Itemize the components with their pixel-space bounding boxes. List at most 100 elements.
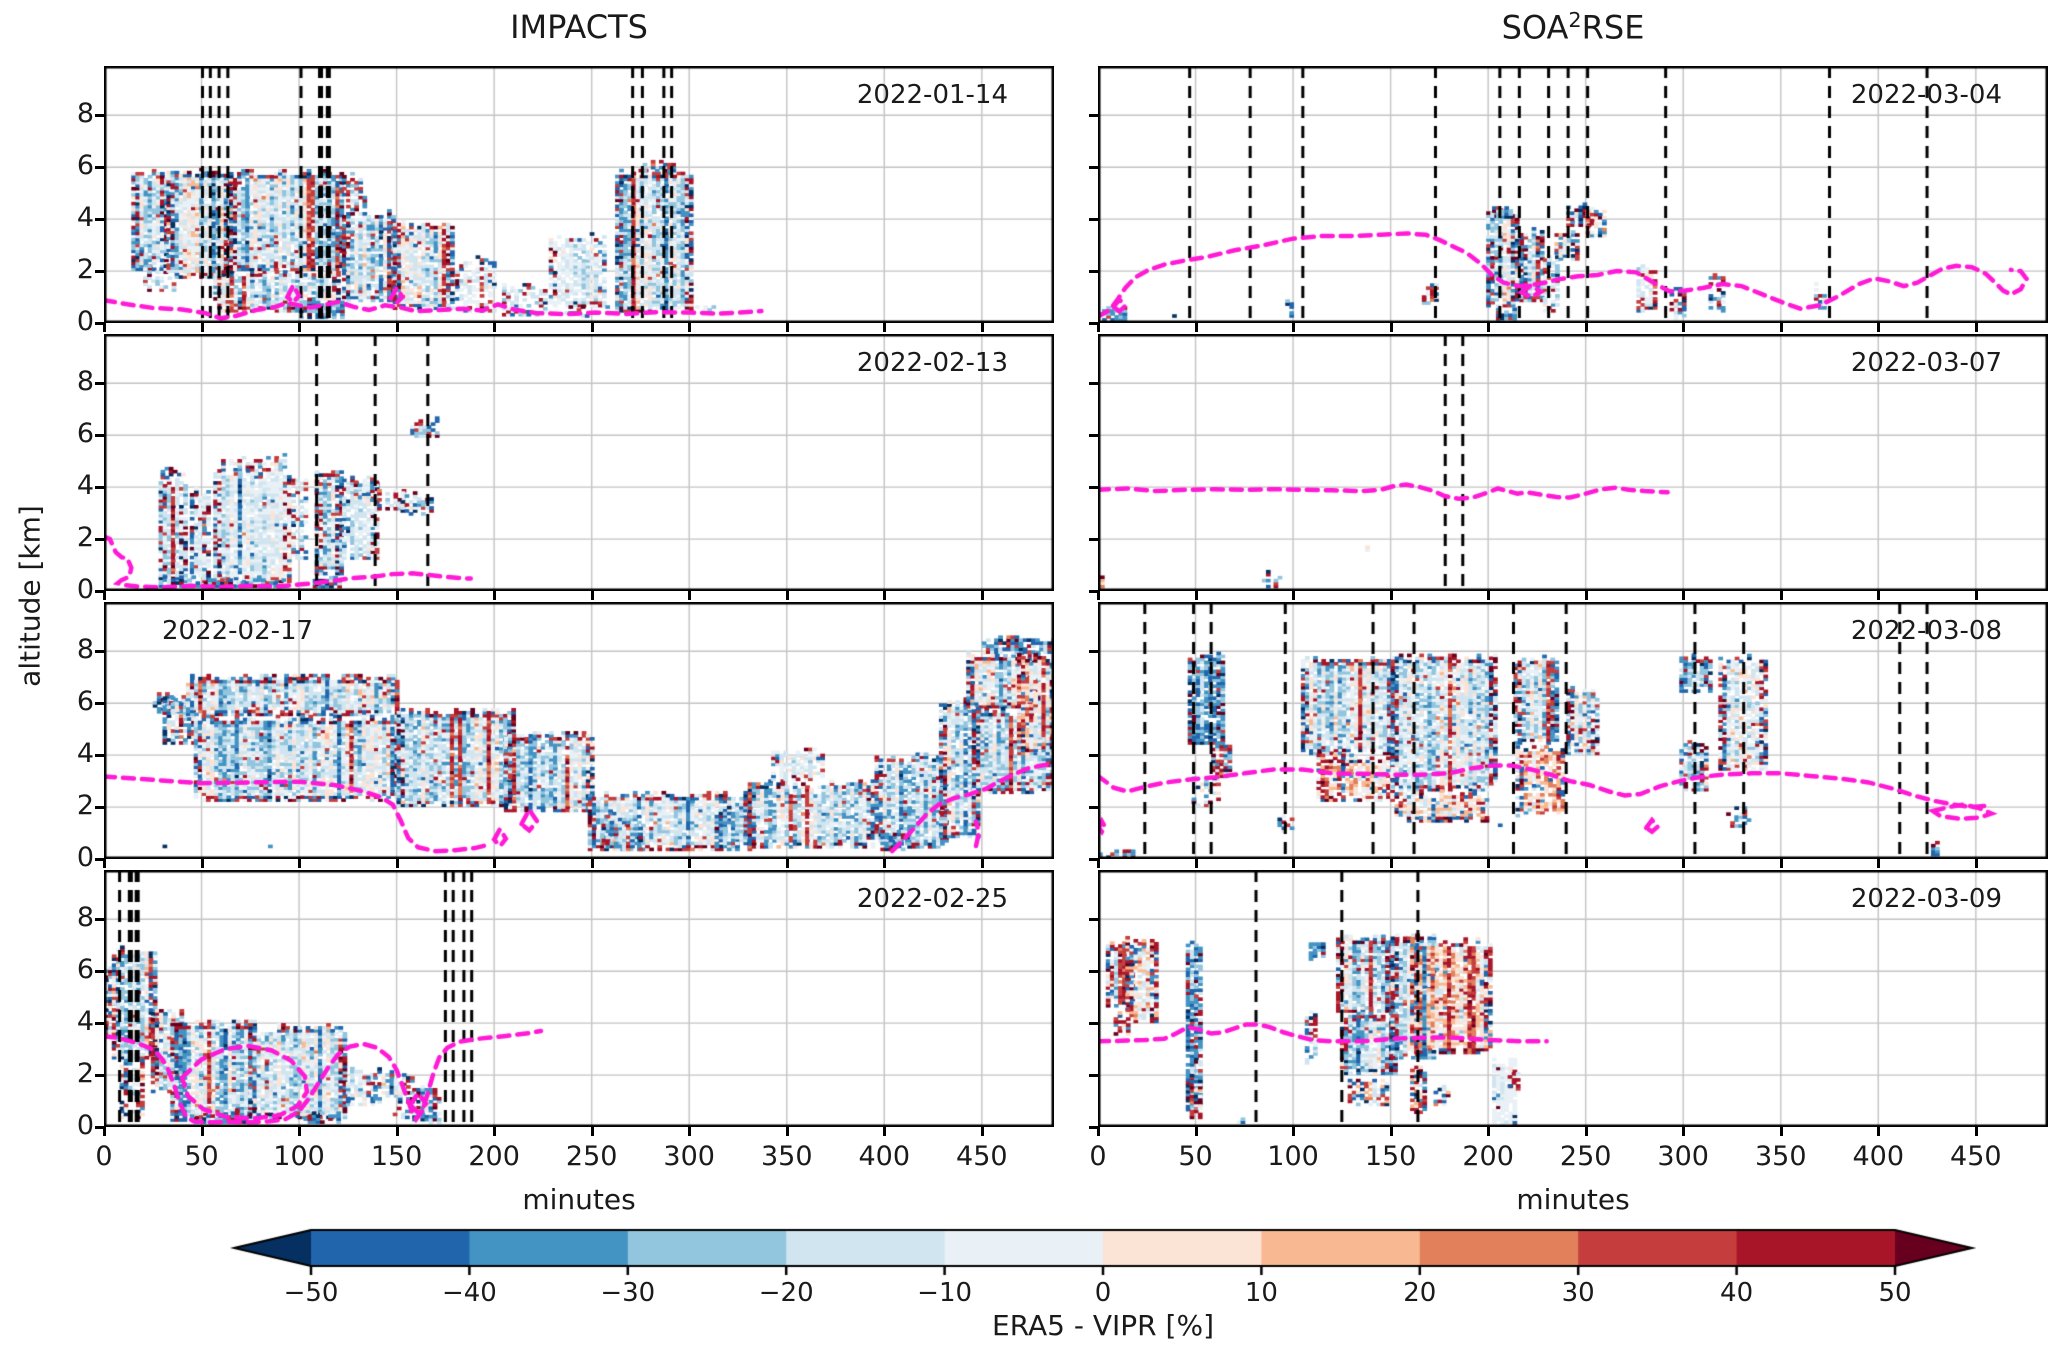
- y-tick-mark: [1089, 970, 1098, 974]
- colorbar-tick-label: −50: [283, 1278, 339, 1308]
- x-tick-mark: [493, 1127, 497, 1136]
- y-tick-mark: [1089, 1126, 1098, 1129]
- x-tick-mark: [1974, 1127, 1978, 1136]
- y-tick-mark: [95, 434, 104, 438]
- x-tick-mark: [395, 1127, 399, 1136]
- colorbar-tick-label: 0: [1094, 1278, 1112, 1308]
- x-tick-mark: [1584, 323, 1588, 332]
- y-tick-mark: [95, 970, 104, 974]
- x-tick-mark: [200, 1127, 204, 1136]
- panel-soa2rse-2022-03-08: 2022-03-08: [1098, 602, 2048, 859]
- x-tick-label: 450: [956, 1141, 1008, 1172]
- y-tick-mark: [1089, 918, 1098, 922]
- x-tick-label: 400: [858, 1141, 911, 1172]
- y-tick-mark: [1089, 590, 1098, 593]
- x-tick-mark: [1682, 591, 1686, 600]
- y-tick-label: 4: [76, 470, 94, 502]
- date-label: 2022-01-14: [856, 80, 1008, 110]
- y-tick-label: 0: [76, 574, 94, 605]
- heatmap-canvas-2022-03-04: [1098, 66, 2048, 323]
- y-tick-mark: [95, 270, 104, 274]
- y-tick-mark: [95, 486, 104, 490]
- x-tick-mark: [688, 1127, 692, 1136]
- x-tick-mark: [785, 859, 789, 868]
- x-tick-mark: [1584, 859, 1588, 868]
- y-tick-mark: [1089, 806, 1098, 810]
- x-tick-mark: [688, 323, 692, 332]
- panel-impacts-2022-01-14: 2022-01-14: [104, 66, 1054, 323]
- y-tick-mark: [1089, 114, 1098, 118]
- x-tick-mark: [1194, 323, 1198, 332]
- y-tick-mark: [95, 382, 104, 386]
- x-tick-mark: [1097, 323, 1100, 332]
- x-tick-mark: [883, 323, 887, 332]
- x-tick-mark: [1779, 323, 1783, 332]
- x-tick-mark: [980, 591, 984, 600]
- x-tick-mark: [395, 859, 399, 868]
- x-tick-mark: [785, 323, 789, 332]
- x-tick-label: 250: [565, 1141, 618, 1172]
- column-title-soa2rse: SOA2RSE: [1098, 8, 2048, 47]
- colorbar-tick-label: −10: [917, 1278, 973, 1308]
- x-tick-label: 150: [370, 1141, 423, 1172]
- x-tick-mark: [785, 591, 789, 600]
- y-tick-mark: [1089, 486, 1098, 490]
- x-tick-mark: [1487, 859, 1491, 868]
- panel-soa2rse-2022-03-04: 2022-03-04: [1098, 66, 2048, 323]
- x-tick-mark: [103, 1127, 106, 1136]
- heatmap-canvas-2022-01-14: [104, 66, 1054, 323]
- x-tick-mark: [980, 1127, 984, 1136]
- y-tick-mark: [1089, 382, 1098, 386]
- x-tick-mark: [1584, 591, 1588, 600]
- panel-impacts-2022-02-25: 2022-02-25: [104, 870, 1054, 1127]
- y-tick-mark: [1089, 218, 1098, 222]
- x-tick-mark: [590, 1127, 594, 1136]
- x-tick-mark: [688, 591, 692, 600]
- x-tick-mark: [298, 1127, 302, 1136]
- x-tick-mark: [1292, 591, 1296, 600]
- x-tick-mark: [1877, 323, 1881, 332]
- x-tick-mark: [1389, 1127, 1393, 1136]
- y-tick-label: 2: [76, 790, 94, 822]
- x-tick-mark: [1877, 859, 1881, 868]
- y-tick-mark: [95, 858, 104, 861]
- y-tick-label: 4: [76, 738, 94, 770]
- x-tick-label: 450: [1950, 1141, 2002, 1172]
- y-tick-label: 2: [76, 522, 94, 554]
- x-tick-mark: [1487, 591, 1491, 600]
- y-tick-mark: [95, 754, 104, 758]
- x-tick-mark: [1779, 1127, 1783, 1136]
- x-tick-mark: [1682, 323, 1686, 332]
- title-soa-prefix: SOA: [1501, 8, 1569, 47]
- y-tick-mark: [1089, 1074, 1098, 1078]
- x-tick-mark: [1487, 1127, 1491, 1136]
- x-tick-mark: [883, 591, 887, 600]
- x-tick-mark: [103, 591, 106, 600]
- y-tick-mark: [1089, 322, 1098, 325]
- y-tick-mark: [1089, 650, 1098, 654]
- y-tick-mark: [95, 650, 104, 654]
- heatmap-canvas-2022-03-07: [1098, 334, 2048, 591]
- x-tick-mark: [103, 859, 106, 868]
- x-tick-mark: [1194, 591, 1198, 600]
- y-tick-mark: [95, 1126, 104, 1129]
- x-tick-label: 0: [1089, 1141, 1107, 1172]
- y-tick-mark: [95, 590, 104, 593]
- colorbar-tick-label: −20: [758, 1278, 814, 1308]
- y-tick-mark: [95, 114, 104, 118]
- x-axis-label-right: minutes: [1516, 1183, 1630, 1216]
- y-tick-label: 6: [76, 954, 94, 986]
- x-tick-mark: [590, 591, 594, 600]
- date-label: 2022-02-13: [856, 348, 1008, 378]
- x-tick-mark: [1292, 859, 1296, 868]
- date-label: 2022-02-17: [162, 616, 314, 646]
- date-label: 2022-02-25: [856, 884, 1008, 914]
- y-tick-mark: [1089, 702, 1098, 706]
- y-tick-label: 0: [76, 842, 94, 873]
- x-tick-mark: [1682, 1127, 1686, 1136]
- x-tick-mark: [1974, 323, 1978, 332]
- x-tick-mark: [1779, 591, 1783, 600]
- x-tick-mark: [103, 323, 106, 332]
- colorbar-tick-label: −30: [600, 1278, 656, 1308]
